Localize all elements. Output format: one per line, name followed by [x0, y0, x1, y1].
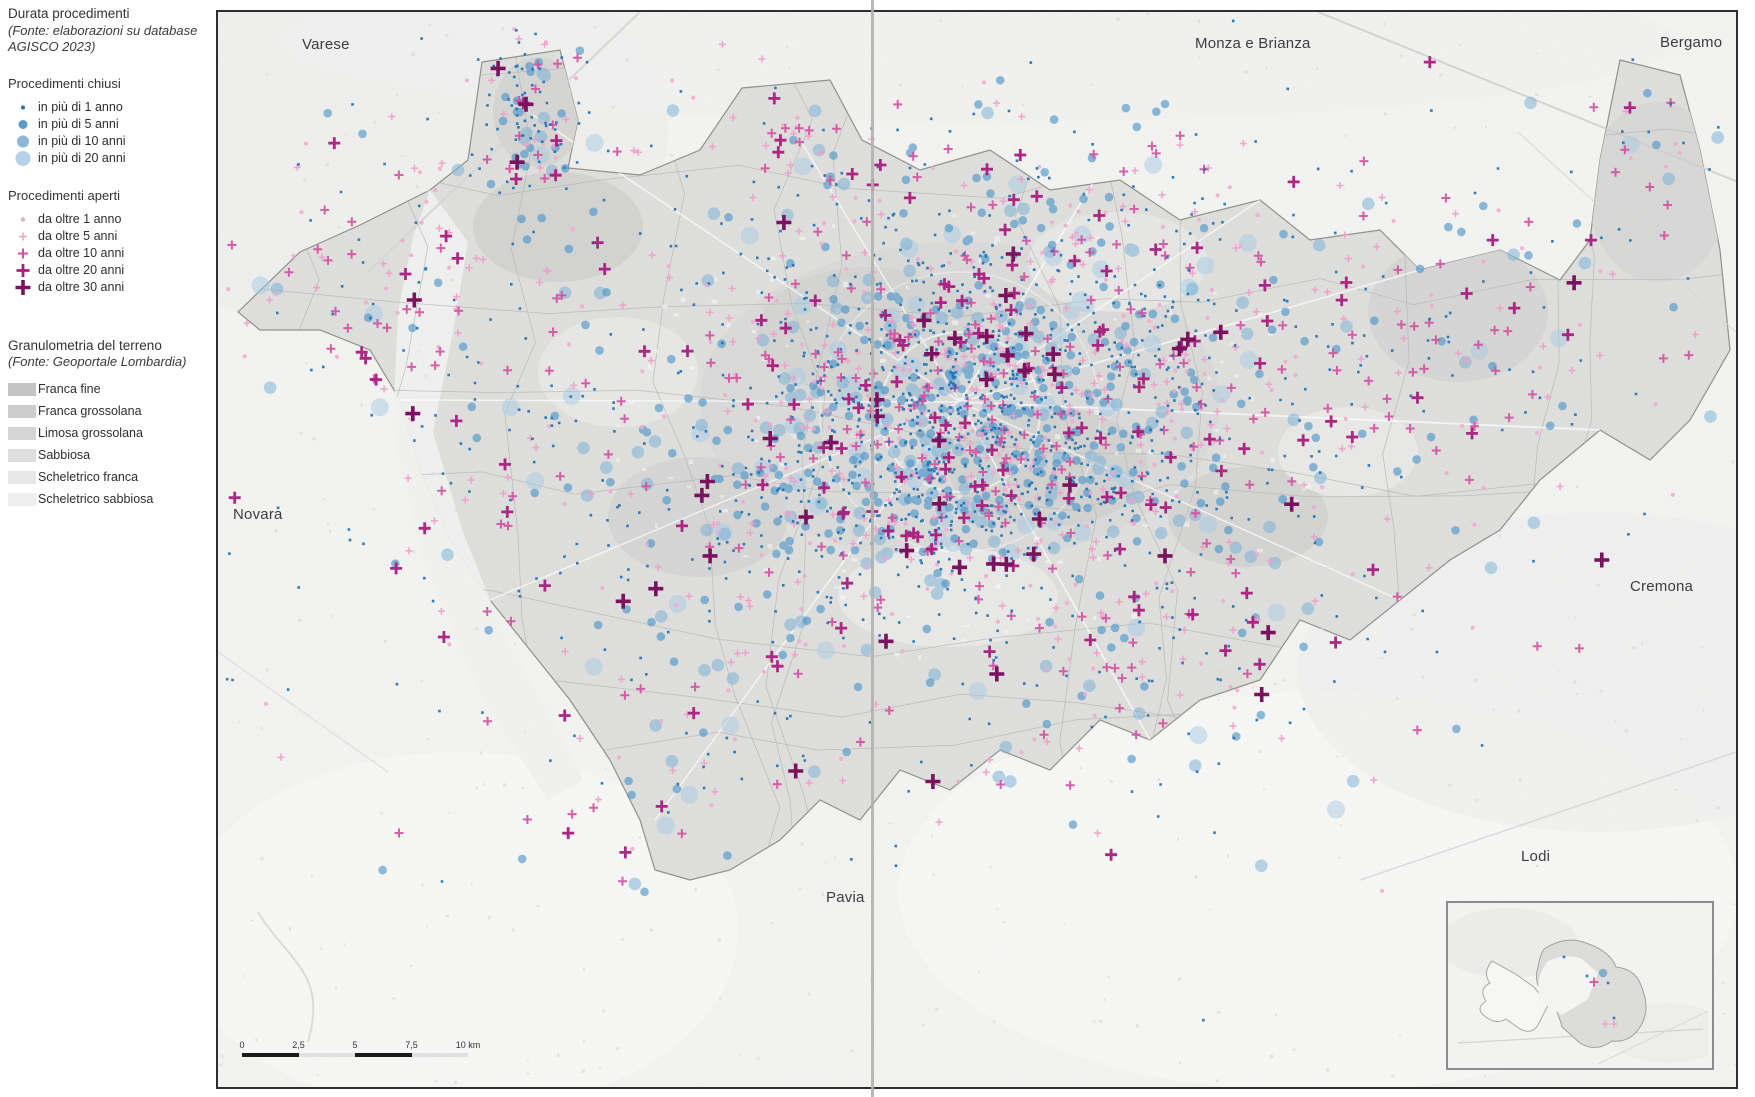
legend-item-label: Limosa grossolana: [38, 426, 143, 441]
legend-item: Franca grossolana: [8, 400, 210, 422]
legend-source-line2: AGISCO 2023): [8, 38, 96, 54]
legend-item: in più di 5 anni: [8, 116, 210, 133]
legend-item: Scheletrico franca: [8, 466, 210, 488]
legend-item-label: da oltre 1 anno: [38, 212, 122, 227]
scalebar: 0 2,5 5 7,5 10 km: [239, 1040, 482, 1066]
cross-symbol-icon: [8, 262, 38, 279]
soil-swatch: [8, 404, 36, 418]
soil-legend-list: Franca fine Franca grossolana Limosa gross…: [8, 378, 210, 510]
legend-item-label: Scheletrico sabbiosa: [38, 492, 154, 507]
scalebar-tick: 2,5: [292, 1040, 305, 1050]
inset-map-canvas: [1448, 903, 1712, 1065]
region-label-lodi: Lodi: [1521, 848, 1551, 865]
legend-item-label: da oltre 30 anni: [38, 280, 125, 295]
soil-source: (Fonte: Geoportale Lombardia): [8, 354, 187, 370]
legend-item: da oltre 30 anni: [8, 279, 210, 296]
soil-swatch: [8, 448, 36, 462]
closed-section-heading: Procedimenti chiusi: [8, 75, 121, 91]
legend-item-label: da oltre 5 anni: [38, 229, 118, 244]
inset-map: [1446, 901, 1714, 1070]
legend-panel: Durata procedimenti (Fonte: elaborazioni…: [8, 6, 210, 510]
legend-source-line1: (Fonte: elaborazioni su database: [8, 22, 198, 38]
scalebar-tick: 10 km: [455, 1040, 481, 1050]
data-points-layer: [225, 19, 1724, 1022]
legend-item-label: Franca grossolana: [38, 404, 142, 419]
open-legend-list: da oltre 1 anno da oltre 5 anni da oltre 1…: [8, 211, 210, 296]
cross-symbol-icon: [8, 279, 38, 296]
soil-swatch: [8, 382, 36, 396]
soil-swatch: [8, 426, 36, 440]
inset-points-layer: [1562, 955, 1618, 1028]
legend-item: da oltre 5 anni: [8, 228, 210, 245]
dot-symbol-icon: [8, 133, 38, 150]
map-frame: Varese Monza e Brianza Bergamo Novara Cremon…: [216, 10, 1738, 1089]
scalebar-tick: 7,5: [405, 1040, 418, 1050]
scalebar-bar: [242, 1053, 468, 1057]
cross-symbol-icon: [8, 228, 38, 245]
soil-section-heading: Granulometria del terreno: [8, 337, 162, 353]
legend-title: Durata procedimenti: [8, 6, 130, 21]
scalebar-tick: 5: [352, 1040, 358, 1050]
region-label-pavia: Pavia: [826, 889, 865, 906]
dot-symbol-icon: [8, 211, 38, 228]
legend-item-label: da oltre 10 anni: [38, 246, 125, 261]
legend-item: in più di 20 anni: [8, 150, 210, 167]
legend-item: Scheletrico sabbiosa: [8, 488, 210, 510]
scalebar-ticks: 0 2,5 5 7,5 10 km: [239, 1040, 482, 1051]
soil-swatch: [8, 470, 36, 484]
inset-inner-light: [1538, 956, 1598, 1015]
dot-symbol-icon: [8, 116, 38, 133]
dot-symbol-icon: [8, 150, 38, 167]
legend-item-label: da oltre 20 anni: [38, 263, 125, 278]
legend-item-label: Scheletrico franca: [38, 470, 139, 485]
legend-item-label: Franca fine: [38, 382, 101, 397]
region-label-monza-e-brianza: Monza e Brianza: [1195, 35, 1311, 52]
region-label-bergamo: Bergamo: [1660, 34, 1723, 51]
legend-item: da oltre 10 anni: [8, 245, 210, 262]
legend-item: Limosa grossolana: [8, 422, 210, 444]
dot-symbol-icon: [8, 99, 38, 116]
scalebar-tick: 0: [239, 1040, 245, 1050]
scalebar-segment: [242, 1053, 299, 1057]
scalebar-segment: [411, 1053, 468, 1057]
region-label-cremona: Cremona: [1630, 578, 1694, 595]
legend-item: Sabbiosa: [8, 444, 210, 466]
legend-item: da oltre 1 anno: [8, 211, 210, 228]
points-open-5-anni: [243, 35, 1699, 837]
inset-road-2: [1597, 1010, 1709, 1065]
region-label-varese: Varese: [302, 36, 350, 53]
legend-item-label: Sabbiosa: [38, 448, 91, 463]
region-label-novara: Novara: [233, 506, 283, 523]
page-fold-line: [871, 0, 874, 1097]
scalebar-segment: [355, 1053, 412, 1057]
points-closed-1-anno: [225, 19, 1720, 1022]
soil-swatch: [8, 492, 36, 506]
inset-outline-municipality: [1479, 960, 1549, 1032]
scalebar-segment: [298, 1053, 355, 1057]
legend-item: in più di 1 anno: [8, 99, 210, 116]
legend-item-label: in più di 10 anni: [38, 134, 126, 149]
cross-symbol-icon: [8, 245, 38, 262]
legend-item-label: in più di 5 anni: [38, 117, 119, 132]
open-section-heading: Procedimenti aperti: [8, 187, 120, 203]
closed-legend-list: in più di 1 anno in più di 5 anni in più d…: [8, 99, 210, 167]
legend-item: Franca fine: [8, 378, 210, 400]
map-canvas: [218, 12, 1736, 1087]
points-open-20-anni: [228, 56, 1636, 861]
legend-item-label: in più di 20 anni: [38, 151, 126, 166]
legend-item: da oltre 20 anni: [8, 262, 210, 279]
legend-item: in più di 10 anni: [8, 133, 210, 150]
legend-item-label: in più di 1 anno: [38, 100, 123, 115]
points-open-30-anni: [405, 60, 1610, 789]
